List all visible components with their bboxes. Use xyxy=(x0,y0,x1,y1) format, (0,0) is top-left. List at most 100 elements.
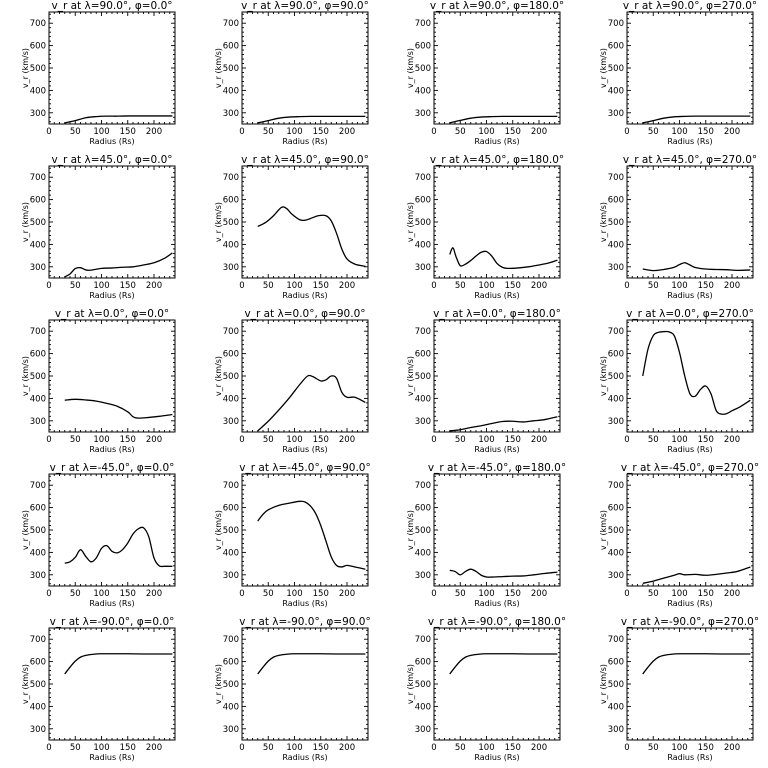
x-axis-title: Radius (Rs) xyxy=(667,753,712,762)
y-tick-label: 600 xyxy=(30,658,46,668)
x-tick-label: 200 xyxy=(339,127,355,137)
y-tick-label: 500 xyxy=(415,680,431,690)
y-tick-label: 700 xyxy=(415,635,431,645)
y-tick-label: 300 xyxy=(608,263,624,273)
plot-frame xyxy=(433,165,561,279)
x-tick-label: 50 xyxy=(648,743,659,753)
y-tick-label: 500 xyxy=(223,218,239,228)
y-tick-label: 700 xyxy=(608,635,624,645)
y-tick-label: 400 xyxy=(415,702,431,712)
x-tick-label: 200 xyxy=(531,281,547,291)
series-line xyxy=(64,115,173,124)
x-tick-label: 100 xyxy=(286,589,302,599)
x-tick-label: 100 xyxy=(286,435,302,445)
y-tick-label: 500 xyxy=(608,526,624,536)
x-tick-label: 50 xyxy=(70,435,81,445)
plot-frame xyxy=(433,627,561,741)
x-tick-label: 150 xyxy=(698,127,714,137)
x-tick-label: 150 xyxy=(698,281,714,291)
plot-frame xyxy=(241,319,369,433)
x-tick-label: 150 xyxy=(120,435,136,445)
series-line xyxy=(449,247,558,270)
y-axis-title: v_r (km/s) xyxy=(214,510,223,550)
y-axis-title: v_r (km/s) xyxy=(214,356,223,396)
x-tick-label: 200 xyxy=(724,589,740,599)
x-tick-label: 50 xyxy=(70,743,81,753)
x-tick-label: 50 xyxy=(70,589,81,599)
y-tick-label: 400 xyxy=(608,548,624,558)
x-axis-title: Radius (Rs) xyxy=(667,291,712,300)
y-tick-label: 500 xyxy=(223,372,239,382)
x-tick-label: 0 xyxy=(239,435,244,445)
x-tick-label: 0 xyxy=(239,589,244,599)
series-line xyxy=(449,416,558,432)
x-tick-label: 100 xyxy=(93,435,109,445)
x-tick-label: 150 xyxy=(505,127,521,137)
x-tick-label: 200 xyxy=(531,743,547,753)
y-tick-label: 700 xyxy=(223,481,239,491)
panel-title: v_r at λ=0.0°, φ=90.0° xyxy=(245,308,366,320)
y-tick-label: 300 xyxy=(608,571,624,581)
panel-title: v_r at λ=-45.0°, φ=180.0° xyxy=(428,462,566,474)
panel-title: v_r at λ=-45.0°, φ=0.0° xyxy=(50,462,175,474)
panel: v_r at λ=45.0°, φ=270.0° 0 50 100 150 200 300 4… xyxy=(599,154,757,300)
x-tick-label: 150 xyxy=(313,589,329,599)
panel-title: v_r at λ=0.0°, φ=270.0° xyxy=(626,308,754,320)
x-tick-label: 200 xyxy=(339,435,355,445)
x-tick-label: 100 xyxy=(478,435,494,445)
plot-frame xyxy=(433,11,561,125)
x-axis-title: Radius (Rs) xyxy=(667,445,712,454)
y-tick-label: 400 xyxy=(415,86,431,96)
series-line xyxy=(449,568,558,578)
y-tick-label: 500 xyxy=(608,218,624,228)
series-line xyxy=(64,526,173,568)
x-tick-label: 100 xyxy=(671,743,687,753)
y-tick-label: 400 xyxy=(608,86,624,96)
x-tick-label: 100 xyxy=(671,589,687,599)
plot-frame xyxy=(241,627,369,741)
y-tick-label: 300 xyxy=(30,725,46,735)
series-line xyxy=(64,653,173,675)
y-tick-label: 700 xyxy=(415,19,431,29)
series-line xyxy=(642,566,751,584)
x-tick-label: 0 xyxy=(431,435,436,445)
y-tick-label: 300 xyxy=(608,109,624,119)
x-tick-label: 200 xyxy=(146,589,162,599)
x-tick-label: 0 xyxy=(239,281,244,291)
panel: v_r at λ=-90.0°, φ=270.0° 0 50 100 150 200 300… xyxy=(599,616,759,762)
y-axis-title: v_r (km/s) xyxy=(599,202,608,242)
y-tick-label: 300 xyxy=(223,571,239,581)
panel-title: v_r at λ=0.0°, φ=0.0° xyxy=(55,308,169,320)
y-axis-title: v_r (km/s) xyxy=(406,510,415,550)
series-line xyxy=(64,398,173,419)
y-tick-label: 600 xyxy=(608,350,624,360)
panel: v_r at λ=0.0°, φ=90.0° 0 50 100 150 200 300 400… xyxy=(214,308,369,454)
x-axis-title: Radius (Rs) xyxy=(282,445,327,454)
y-tick-label: 700 xyxy=(415,327,431,337)
y-tick-label: 400 xyxy=(415,394,431,404)
y-tick-label: 600 xyxy=(608,42,624,52)
y-tick-label: 500 xyxy=(608,372,624,382)
y-tick-label: 700 xyxy=(223,327,239,337)
x-axis-title: Radius (Rs) xyxy=(282,291,327,300)
y-tick-label: 700 xyxy=(223,19,239,29)
y-tick-label: 500 xyxy=(608,680,624,690)
x-tick-label: 150 xyxy=(120,589,136,599)
x-axis-title: Radius (Rs) xyxy=(474,599,519,608)
x-tick-label: 200 xyxy=(146,127,162,137)
x-tick-label: 100 xyxy=(93,743,109,753)
panel: v_r at λ=90.0°, φ=90.0° 0 50 100 150 200 300 40… xyxy=(214,0,369,146)
y-tick-label: 500 xyxy=(415,64,431,74)
y-axis-title: v_r (km/s) xyxy=(21,202,30,242)
x-tick-label: 100 xyxy=(671,281,687,291)
x-tick-label: 0 xyxy=(239,127,244,137)
x-tick-label: 100 xyxy=(93,281,109,291)
series-line xyxy=(257,500,366,570)
x-tick-label: 0 xyxy=(431,127,436,137)
y-tick-label: 300 xyxy=(223,417,239,427)
y-tick-label: 700 xyxy=(223,173,239,183)
x-tick-label: 50 xyxy=(455,127,466,137)
x-axis-title: Radius (Rs) xyxy=(89,291,134,300)
x-tick-label: 150 xyxy=(120,127,136,137)
y-tick-label: 600 xyxy=(415,504,431,514)
